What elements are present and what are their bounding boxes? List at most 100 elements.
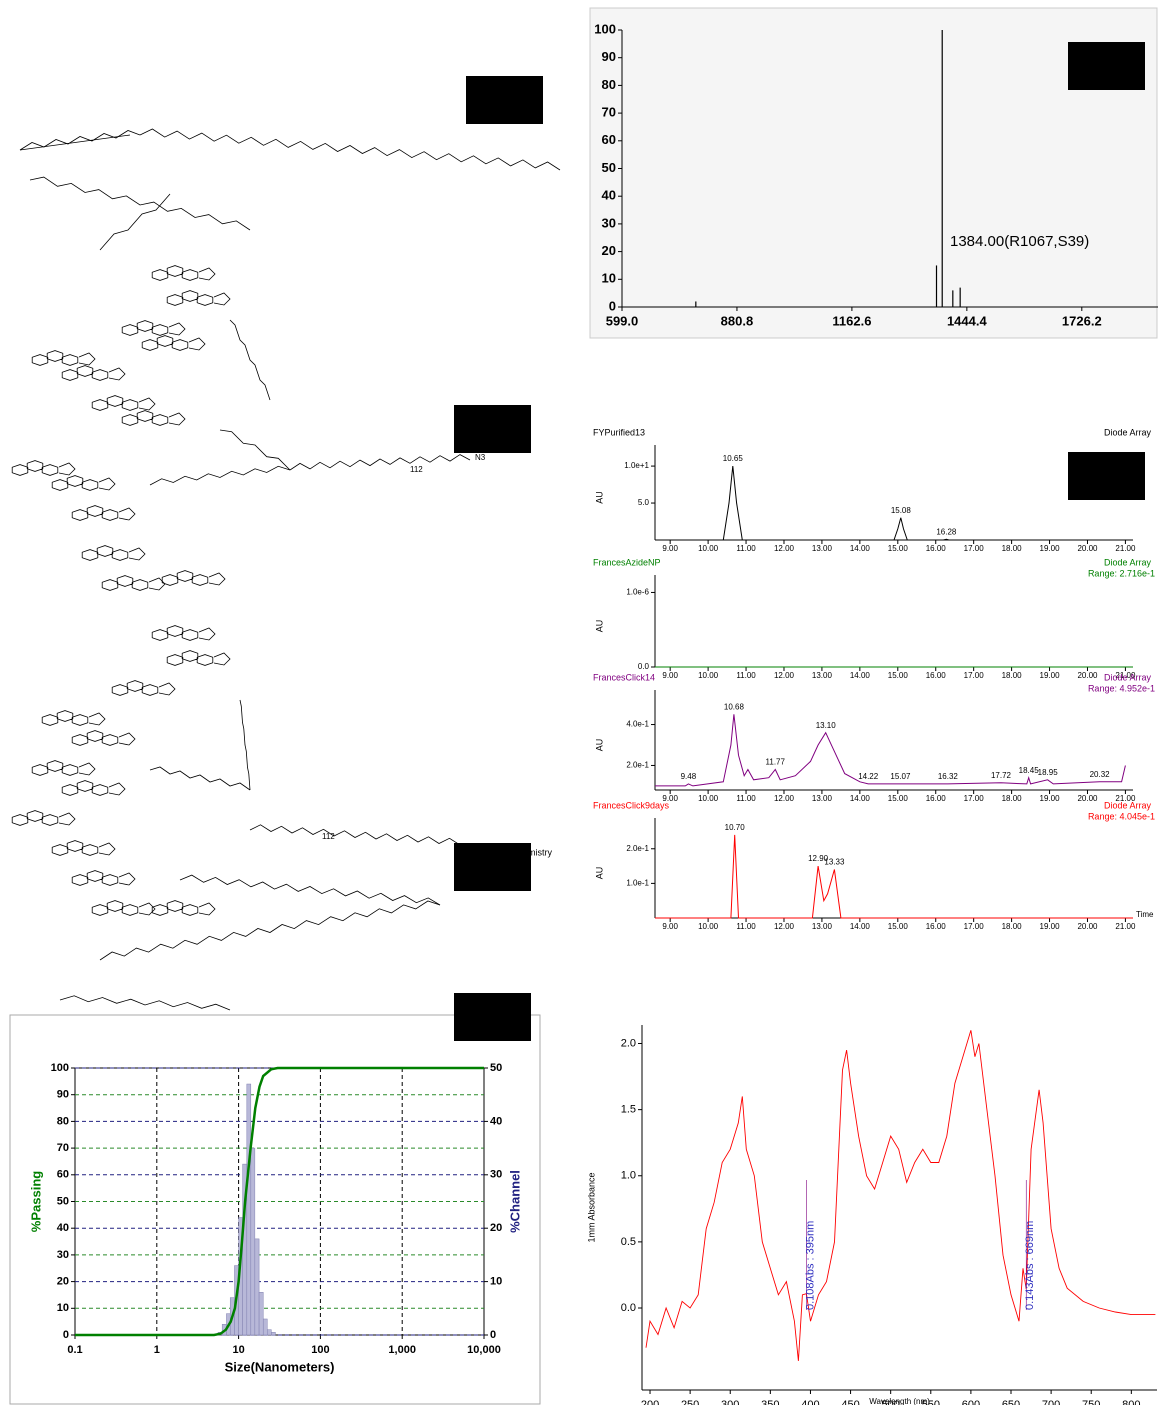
y2-tick-label: 30 [490,1169,502,1181]
y2-axis-label: %Channel [507,1170,522,1233]
x-tick-label: 13.00 [812,544,833,553]
chart: 9.00 10.00 11.00 12.00 13.00 14.00 15.00 16.00 1… [593,800,1155,931]
peak-label: 10.68 [724,702,745,711]
x-tick-label: 17.00 [964,794,985,803]
x-tick-label: 13.00 [812,922,833,931]
x-tick-label: 10.00 [698,922,719,931]
x-tick-label: 1444.4 [947,313,988,328]
steroid [61,365,126,381]
peak-label: 11.77 [766,758,786,767]
steroid [166,650,231,666]
x-tick-label: 11.00 [736,544,756,553]
y2-tick-label: 40 [490,1115,502,1127]
x-tick-label: 14.00 [850,544,871,553]
peak-label: 18.95 [1038,768,1059,777]
y-tick-label: 90 [602,49,616,64]
x-tick-label: 15.00 [888,922,909,931]
y-tick-label: 2.0e-1 [626,844,649,853]
y-tick-label: 1.0e-6 [626,588,649,597]
steroid [121,410,186,426]
trace [655,714,1126,787]
x-tick-label: 11.00 [736,922,756,931]
x-tick-label: 1 [154,1344,160,1356]
steroid [11,810,76,826]
x-tick-label: 1162.6 [832,313,871,328]
peak-label: 20.32 [1090,770,1111,779]
x-tick-label: 17.00 [964,671,985,680]
x-tick-label: 20.00 [1077,794,1098,803]
bond [19,134,131,151]
chemical-structures [11,128,561,1011]
peak-label: 13.10 [816,721,837,730]
peak-label: 12.90 [808,854,829,863]
histogram-bar [258,1292,264,1336]
steroid [41,710,106,726]
bond-chain [149,766,251,791]
peak-label: 9.48 [681,772,697,781]
x-tick-label: 20.00 [1077,671,1098,680]
x-tick-label: 9.00 [662,922,678,931]
peak-label: 14.22 [858,772,879,781]
histogram-bar [246,1083,252,1336]
x-tick-label: 10.00 [698,794,719,803]
y-tick-label: 20 [57,1276,69,1288]
bond-chain [219,429,291,471]
peak-label: 15.07 [890,772,911,781]
peak-annotation: 1384.00(R1067,S39) [950,233,1089,250]
x-tick-label: 16.00 [926,544,947,553]
x-tick-label: 18.00 [1002,544,1023,553]
peak-label: 10.65 [723,454,744,463]
x-tick-label: 550 [922,1399,940,1405]
detector-label: Diode Array [1104,557,1152,567]
azide-label: N3 [475,453,486,462]
partial-text: mistry [528,847,552,857]
bond-chain [99,193,171,251]
x-tick-label: 20.00 [1077,922,1098,931]
x-tick-label: 14.00 [850,671,871,680]
peak-label: 13.33 [824,858,845,867]
redaction [454,405,531,453]
psd-frame [9,1014,541,1405]
chart: 9.00 10.00 11.00 12.00 13.00 14.00 15.00 16.00 1… [593,672,1155,803]
y-tick-label: 0 [63,1329,69,1341]
panel-title: FYPurified13 [593,427,645,437]
x-axis-label: Wavelength (nm) [869,1397,930,1405]
y-tick-label: 40 [57,1222,69,1234]
bond-chain [59,995,231,1011]
x-tick-label: 16.00 [926,671,947,680]
bond-chain [249,824,461,846]
y-tick-label: 60 [57,1169,69,1181]
charts: 599.0 880.8 1162.6 1444.4 1726.2010203040506… [28,21,1158,1405]
redaction [454,993,531,1041]
y-tick-label: 4.0e-1 [626,720,649,729]
trace [645,1030,1156,1361]
y-tick-label: 80 [57,1115,69,1127]
y-axis-label: %Passing [28,1171,43,1232]
y-tick-label: 100 [594,21,616,36]
x-tick-label: 16.00 [926,794,947,803]
x-tick-label: 21.00 [1115,671,1136,680]
spectrum-frame [589,7,1158,339]
x-tick-label: 1,000 [388,1344,416,1356]
peak-label: 18.45 [1019,766,1040,775]
steroid [91,900,156,916]
y-tick-label: 1.0e-1 [626,878,649,887]
x-tick-label: 880.8 [721,313,754,328]
steroid [11,460,76,476]
y-axis-label: AU [594,739,604,752]
y-tick-label: 0.5 [621,1236,636,1248]
y-tick-label: 40 [602,188,616,203]
steroid [101,575,166,591]
x-tick-label: 15.00 [888,671,909,680]
x-tick-label: 19.00 [1040,671,1061,680]
y-tick-label: 1.0e+1 [624,461,649,470]
x-tick-label: 13.00 [812,794,833,803]
y-tick-label: 20 [602,243,616,258]
steroid [71,505,136,521]
chart: 200 250 300 350 400 450 500 550 600 650 700 750 800 0… [586,1025,1157,1405]
bond-chain [289,454,471,471]
steroid [51,840,116,856]
steroid [121,320,186,336]
